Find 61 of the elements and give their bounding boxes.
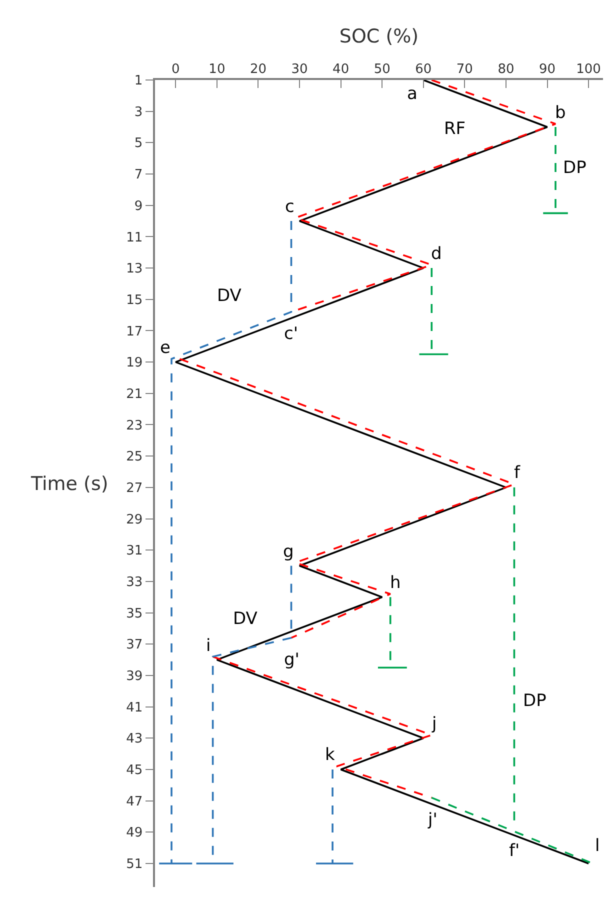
annotation: RF: [444, 119, 466, 139]
x-tick-label: 0: [172, 62, 180, 78]
y-tick-label: 3: [134, 104, 143, 120]
annotation: j: [431, 714, 437, 734]
y-tick-label: 29: [126, 512, 143, 528]
y-tick-label: 49: [126, 826, 143, 841]
x-tick-label: 20: [250, 62, 267, 78]
annotation: f': [509, 841, 520, 861]
y-tick-label: 37: [126, 638, 143, 653]
y-tick-label: 31: [126, 544, 143, 559]
annotation: l: [595, 836, 600, 856]
y-tick-label: 7: [134, 168, 143, 183]
y-tick-label: 19: [126, 356, 143, 371]
y-tick-label: 25: [126, 450, 143, 465]
annotation: c': [284, 324, 298, 344]
y-tick-label: 13: [126, 262, 143, 277]
x-tick-label: 10: [208, 62, 226, 78]
annotation: g: [283, 542, 294, 562]
annotation: e: [160, 338, 170, 358]
annotation: j': [427, 810, 438, 830]
y-tick-label: 17: [126, 324, 143, 340]
y-tick-label: 15: [126, 292, 143, 308]
y-tick-label: 33: [126, 574, 143, 590]
x-axis-title: SOC (%): [339, 25, 419, 48]
y-tick-label: 41: [126, 700, 143, 716]
y-tick-label: 51: [126, 857, 143, 872]
x-tick-label: 30: [291, 62, 308, 78]
y-tick-label: 21: [126, 386, 143, 402]
x-tick-label: 90: [538, 62, 556, 78]
y-tick-label: 47: [126, 794, 143, 810]
line-series: [174, 80, 590, 864]
annotation: a: [407, 84, 418, 104]
annotation: f: [514, 463, 521, 483]
y-tick-label: 1: [134, 74, 143, 89]
y-tick-label: 23: [126, 418, 143, 434]
annotation: k: [325, 745, 335, 765]
annotation: h: [390, 573, 401, 593]
annotation: g': [284, 650, 300, 670]
y-tick-label: 45: [126, 763, 143, 778]
y-tick-label: 39: [126, 669, 143, 684]
x-tick-label: 50: [374, 62, 390, 78]
annotation: DP: [563, 158, 586, 178]
annotation: i: [206, 636, 211, 656]
x-tick-label: 60: [415, 62, 432, 78]
annotation: d: [431, 244, 442, 264]
annotation: c: [285, 197, 294, 217]
y-tick-label: 5: [134, 136, 143, 152]
annotation: DV: [233, 609, 258, 629]
y-tick-label: 27: [126, 480, 143, 496]
y-tick-label: 11: [126, 230, 143, 246]
y-axis-title: Time (s): [30, 473, 108, 495]
annotation: b: [555, 103, 566, 123]
x-tick-label: 70: [456, 62, 473, 78]
annotation: DP: [523, 691, 546, 711]
x-tick-label: 100: [576, 62, 601, 78]
y-tick-label: 35: [126, 606, 143, 622]
x-tick-label: 40: [332, 62, 350, 78]
y-tick-label: 43: [126, 732, 143, 747]
y-tick-label: 9: [134, 198, 143, 214]
x-tick-label: 80: [498, 62, 514, 78]
annotation: DV: [217, 286, 242, 306]
